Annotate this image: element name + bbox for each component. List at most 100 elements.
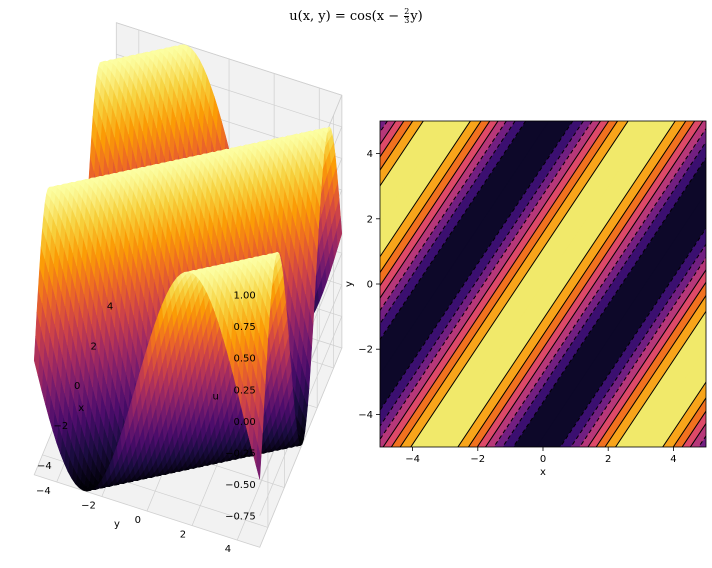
surface-z-tick-label: 0.75 bbox=[233, 322, 255, 333]
contour-band bbox=[485, 121, 706, 447]
contour-band bbox=[380, 121, 601, 447]
contour-band bbox=[686, 88, 712, 479]
contour-line bbox=[570, 243, 706, 447]
contour-line bbox=[390, 121, 610, 447]
contour-x-tick-label: −4 bbox=[405, 454, 420, 465]
surface-x-tick-label: −2 bbox=[53, 421, 68, 432]
surface-y-tick-label: −4 bbox=[36, 486, 51, 497]
contour-band bbox=[502, 141, 706, 447]
contour-band bbox=[638, 346, 706, 447]
surface-facet bbox=[177, 46, 183, 57]
contour-line bbox=[493, 127, 706, 447]
surface-facet bbox=[149, 52, 155, 63]
contour-band bbox=[380, 121, 593, 440]
surface-z-tick-label: −0.50 bbox=[225, 480, 256, 491]
contour-line bbox=[380, 121, 593, 441]
contour-band bbox=[579, 257, 706, 447]
surface-x-label: x bbox=[78, 403, 84, 414]
title-fraction-numerator: 2 bbox=[404, 7, 410, 17]
surface-y-tick-label: 2 bbox=[180, 530, 186, 541]
contour-line bbox=[615, 310, 706, 447]
contour-x-tick-label: 2 bbox=[605, 454, 611, 465]
surface-x-tick-label: −4 bbox=[37, 461, 52, 472]
contour-y-tick-label: −4 bbox=[358, 410, 373, 421]
contour-band bbox=[476, 121, 704, 447]
contour-band bbox=[391, 121, 618, 447]
contour-line bbox=[672, 397, 706, 447]
contour-band bbox=[536, 192, 706, 447]
contour-line bbox=[604, 294, 706, 447]
contour-band bbox=[399, 121, 629, 447]
contour-line bbox=[689, 422, 706, 447]
contour-line bbox=[410, 121, 629, 447]
surface-x-tick-label: 0 bbox=[74, 381, 80, 392]
contour-band bbox=[681, 410, 706, 447]
contour-band bbox=[559, 227, 706, 447]
surface-facet bbox=[107, 61, 113, 72]
contour-band bbox=[595, 281, 706, 447]
contour-line bbox=[467, 121, 687, 447]
contour-line bbox=[457, 121, 676, 447]
contour-band bbox=[493, 128, 706, 447]
contour-line bbox=[559, 227, 706, 447]
contour-frame bbox=[379, 120, 707, 448]
contour-line bbox=[380, 121, 574, 412]
surface-z-tick-label: 0.25 bbox=[233, 385, 255, 396]
surface-facet bbox=[96, 66, 103, 81]
title-lhs: u(x, y) = cos(x − bbox=[289, 9, 404, 24]
contour-x-tick-label: 4 bbox=[670, 454, 676, 465]
surface-facet bbox=[44, 193, 51, 210]
surface-z-tick-label: −0.25 bbox=[225, 449, 256, 460]
surface-ticks: −0.75 −0.50 −0.25 0.00 0.25 0.50 0.75 1.00 −4 −2 0… bbox=[36, 291, 256, 556]
surface-facet bbox=[163, 49, 169, 60]
contour-band bbox=[672, 397, 706, 447]
surface-y-tick-label: 4 bbox=[225, 544, 231, 555]
surface-z-tick-label: 0.00 bbox=[233, 417, 255, 428]
figure-title: u(x, y) = cos(x − 2 3 y) bbox=[0, 8, 712, 25]
contour-band bbox=[410, 121, 653, 447]
surface-y-tick-label: −2 bbox=[81, 501, 96, 512]
contour-x-tick-label: 0 bbox=[540, 454, 546, 465]
contour-band bbox=[570, 243, 706, 447]
surface-facet bbox=[135, 55, 141, 66]
contour-line bbox=[399, 121, 619, 447]
surface-mesh bbox=[33, 44, 343, 492]
contour-band bbox=[604, 294, 706, 447]
contour-y-tick-label: −2 bbox=[358, 345, 373, 356]
surface-x-tick-label: 2 bbox=[90, 341, 96, 352]
contour-line bbox=[698, 435, 706, 447]
contour-x-tick-label: −2 bbox=[470, 454, 485, 465]
contour-band bbox=[587, 269, 706, 447]
contour-band bbox=[512, 157, 706, 447]
contour-line bbox=[579, 256, 706, 447]
contour-line bbox=[484, 121, 704, 447]
contour-x-label: x bbox=[540, 467, 546, 478]
surface-y-label: y bbox=[114, 519, 120, 530]
surface-x-tick-label: 4 bbox=[107, 301, 113, 312]
surface-y-tick-label: 0 bbox=[135, 515, 141, 526]
contour-band bbox=[696, 88, 712, 479]
surface-facet bbox=[121, 58, 127, 69]
contour-band bbox=[380, 121, 584, 427]
contour-line bbox=[380, 121, 584, 427]
contour-line bbox=[595, 281, 706, 447]
surface-z-tick-label: −0.75 bbox=[225, 512, 256, 523]
contour-y-tick-label: 4 bbox=[367, 149, 373, 160]
contour-line bbox=[681, 410, 706, 447]
contour-line bbox=[476, 121, 696, 447]
contour-band bbox=[698, 435, 706, 447]
contour-band bbox=[457, 121, 687, 447]
title-fraction-denominator: 3 bbox=[404, 16, 410, 25]
contour-line bbox=[686, 88, 712, 479]
contour-line bbox=[696, 88, 712, 479]
contour-line bbox=[512, 156, 706, 447]
surface-gridline bbox=[116, 22, 342, 96]
contour-y-tick-label: 0 bbox=[367, 280, 373, 291]
contour-y-tick-label: 2 bbox=[367, 214, 373, 225]
contour-band bbox=[382, 121, 610, 447]
contour-line bbox=[382, 121, 602, 447]
contour-band bbox=[662, 381, 706, 447]
surface-plot: −0.75 −0.50 −0.25 0.00 0.25 0.50 0.75 1.00 −4 −2 0… bbox=[33, 22, 343, 556]
contour-band bbox=[468, 121, 695, 447]
